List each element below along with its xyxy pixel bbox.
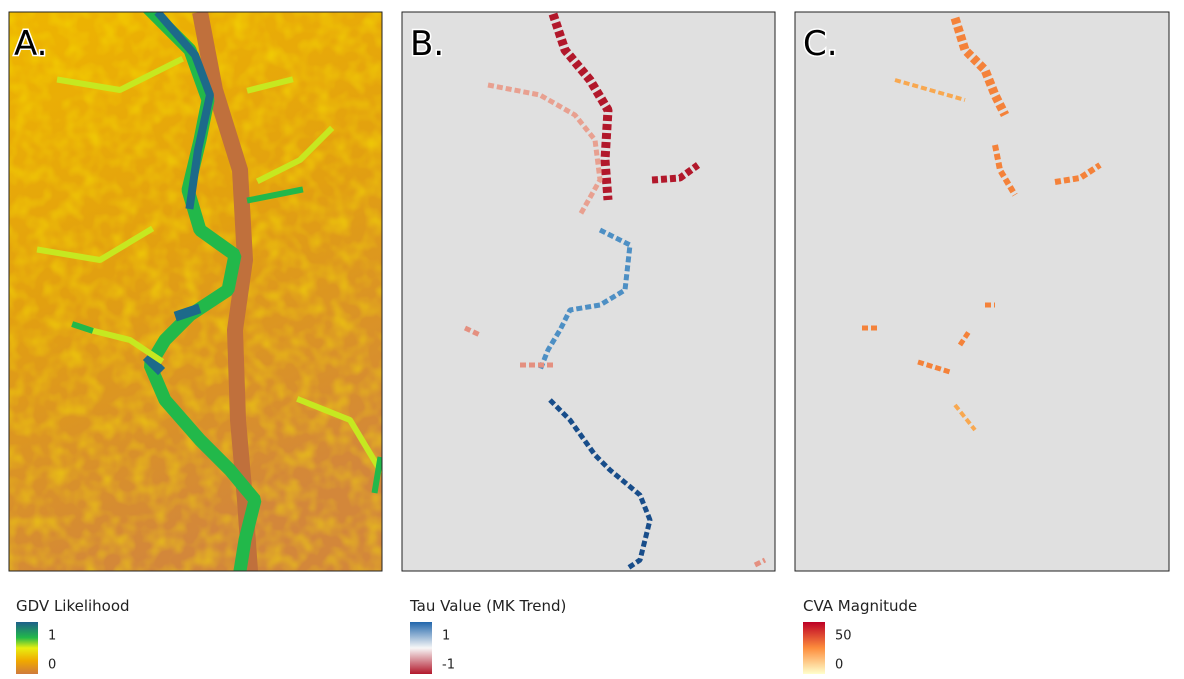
legend-ramp [16, 622, 38, 674]
legend-title: Tau Value (MK Trend) [409, 597, 566, 615]
legend-label: 50 [835, 629, 852, 644]
map-b [402, 12, 775, 571]
panel-label: A. [14, 24, 47, 64]
map-a [9, 12, 382, 571]
legend-label: 0 [48, 658, 56, 673]
legend-title: GDV Likelihood [16, 597, 130, 615]
legend-ramp [410, 622, 432, 674]
panel-label: C. [803, 24, 838, 64]
legend-ramp [803, 622, 825, 674]
legend-label: 1 [48, 629, 56, 644]
legend-title: CVA Magnitude [803, 597, 917, 615]
legend-label: 0 [835, 658, 843, 673]
legend-label: -1 [442, 658, 455, 673]
panel-label: B. [410, 24, 444, 64]
legend-label: 1 [442, 629, 450, 644]
map-c [795, 12, 1169, 571]
